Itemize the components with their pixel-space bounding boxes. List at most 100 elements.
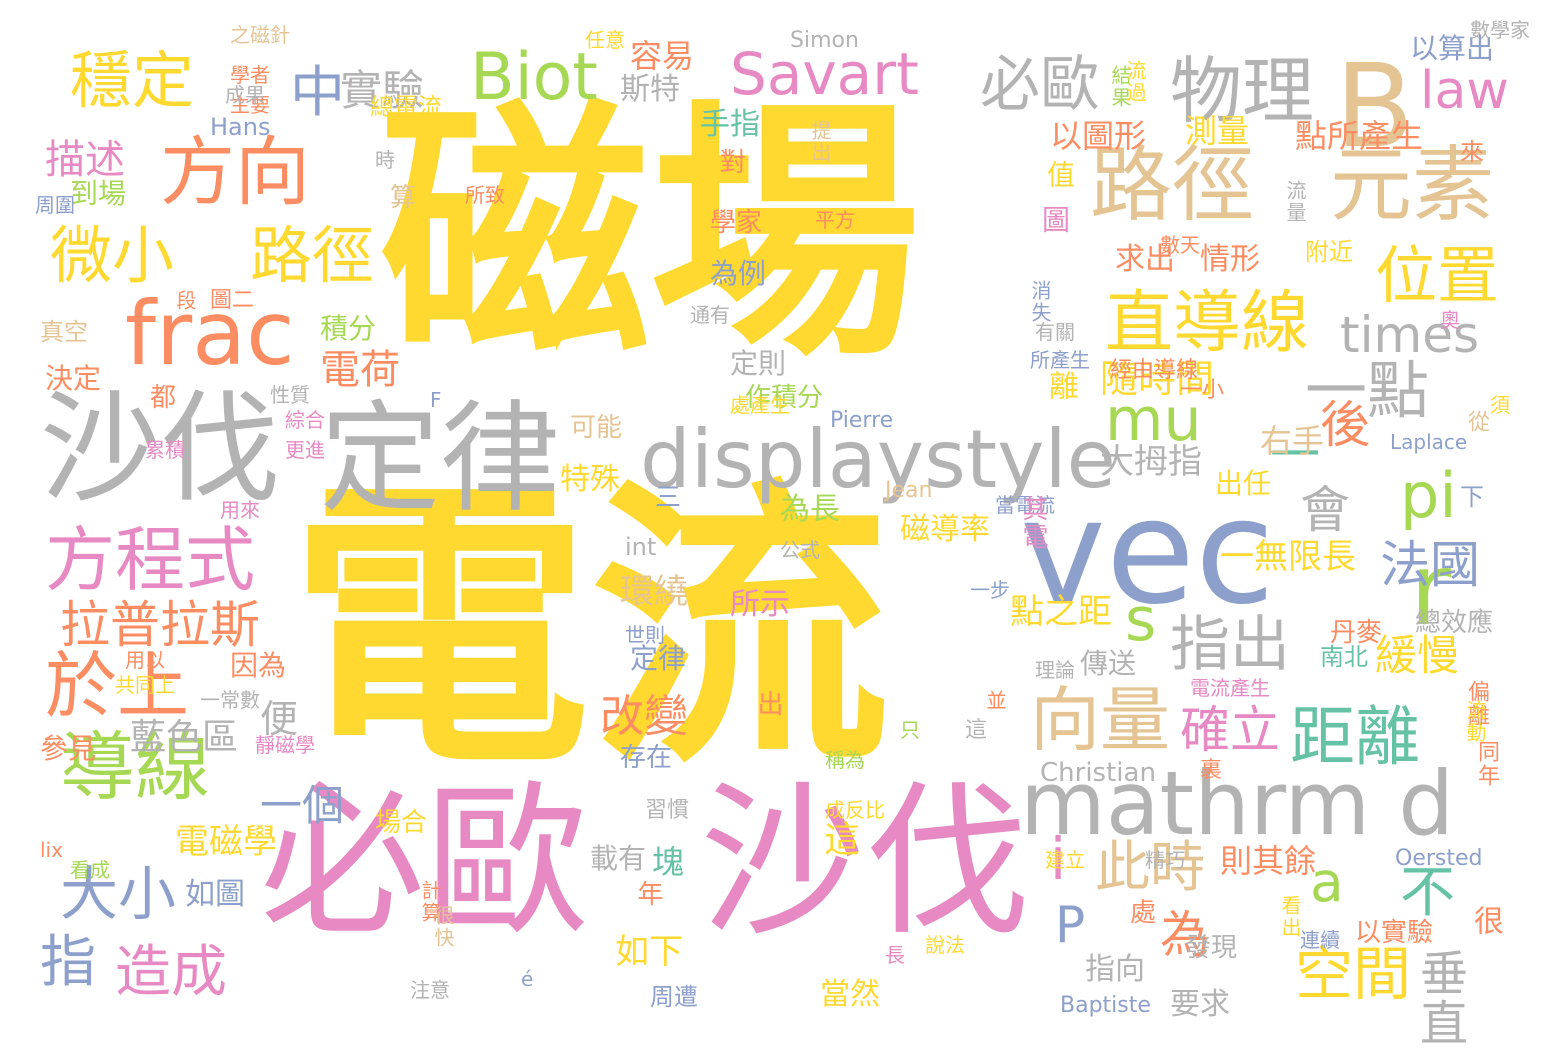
word-192: 說法	[925, 933, 965, 957]
word-23: 路徑	[250, 219, 375, 292]
word-167: 離	[1043, 370, 1078, 402]
word-137: 數天	[1160, 233, 1200, 257]
word-17: 中	[290, 60, 346, 124]
word-114: 很	[1468, 905, 1503, 937]
word-166: 經由導線	[1110, 358, 1199, 383]
word-81: 積分	[320, 312, 377, 345]
word-122: Pierre	[830, 408, 894, 433]
word-38: 會	[1300, 481, 1350, 539]
word-145: 學者	[230, 63, 270, 87]
word-164: 有關	[1035, 320, 1075, 344]
word-85: 學家	[710, 208, 763, 238]
word-173: 一常數	[200, 688, 260, 712]
word-179: 靜磁學	[255, 733, 315, 757]
word-181: 這	[965, 718, 988, 743]
word-111: 垂直	[1411, 948, 1467, 1048]
word-140: 對	[720, 148, 747, 178]
word-174: 世則	[625, 623, 665, 647]
word-76: 總電流	[370, 93, 442, 121]
word-165: 所產生	[1030, 348, 1090, 372]
word-102: 參見	[40, 732, 97, 765]
word-109: 指向	[1085, 952, 1145, 987]
word-135: 值	[1043, 160, 1076, 190]
word-195: 精巧	[1145, 848, 1185, 872]
word-88: 磁導率	[900, 512, 990, 547]
word-7: displaystyle	[640, 413, 1116, 506]
word-127: 數學家	[1470, 18, 1530, 42]
word-43: 一	[1270, 426, 1320, 484]
word-142: 流量	[1283, 180, 1307, 224]
word-186: 習慣	[645, 798, 690, 823]
word-8: mathrm d	[1020, 752, 1455, 855]
word-104: 載有	[590, 842, 647, 875]
word-200: 當電流	[995, 493, 1055, 517]
word-27: times	[1340, 306, 1480, 364]
word-133: 提出	[808, 120, 832, 164]
word-144: 主要	[230, 93, 270, 117]
word-1: 磁場	[380, 77, 920, 392]
word-154: 綜合	[285, 408, 325, 432]
word-48: a	[1310, 850, 1344, 914]
word-57: 緩慢	[1375, 631, 1460, 680]
word-139: 算	[390, 183, 417, 213]
word-120: int	[625, 533, 657, 561]
word-79: 以算出	[1410, 32, 1495, 65]
word-162: 須	[1490, 393, 1510, 417]
word-68: 測量	[1185, 112, 1250, 150]
word-149: 圖二	[210, 288, 255, 313]
word-22: 微小	[50, 219, 175, 292]
word-36: r	[1410, 531, 1452, 648]
word-160: 下	[1460, 483, 1484, 511]
word-28: 一點	[1305, 354, 1430, 427]
word-158: 三	[655, 483, 682, 513]
word-39: 法國	[1380, 536, 1480, 594]
word-59: 一個	[260, 781, 345, 830]
word-66: 大拇指	[1100, 442, 1202, 482]
word-32: 於上	[45, 644, 190, 728]
word-13: 物理	[1170, 49, 1315, 133]
word-47: i	[1050, 825, 1067, 893]
word-50: 為	[1160, 906, 1210, 964]
word-116: Baptiste	[1060, 993, 1151, 1018]
word-150: 段	[173, 290, 197, 312]
word-89: 點之距	[1010, 592, 1112, 632]
word-74: 斯特	[620, 72, 680, 107]
word-131: 任意	[585, 28, 625, 52]
word-107: 如下	[615, 932, 683, 972]
word-51: 空間	[1295, 940, 1412, 1008]
word-189: 計算	[418, 880, 442, 924]
word-199: 公式	[780, 538, 820, 562]
word-138: 附近	[1305, 238, 1353, 266]
word-147: 周圍	[35, 193, 75, 217]
word-25: mu	[1105, 385, 1202, 455]
word-121: Jean	[885, 478, 933, 503]
word-65: Oersted	[1395, 846, 1483, 871]
word-128: 結果	[1108, 65, 1132, 109]
word-136: 圖	[1038, 205, 1071, 235]
word-108: 當然	[820, 977, 880, 1012]
word-62: 電磁學	[175, 822, 277, 862]
word-9: 路徑	[1090, 138, 1255, 233]
word-58: 改變	[600, 691, 688, 742]
word-146: 成果	[225, 83, 265, 107]
word-171: 共同上	[115, 673, 175, 697]
word-188: 看成	[70, 858, 110, 882]
word-87: 特殊	[560, 462, 620, 497]
word-95: 丹麥	[1330, 618, 1383, 648]
word-185: 成反比	[825, 798, 885, 822]
word-180: 只	[900, 718, 920, 742]
word-42: 後	[1320, 396, 1370, 454]
word-0: 電流	[290, 455, 890, 804]
word-18: 實驗	[340, 66, 425, 115]
word-20: 方向	[160, 128, 311, 216]
word-44: 大小	[60, 860, 177, 928]
word-105: 這	[818, 820, 859, 858]
word-134: 來	[1460, 138, 1484, 166]
word-94: 傳送	[1080, 647, 1137, 680]
word-175: 理論	[1035, 658, 1075, 682]
word-156: 累積	[145, 438, 185, 462]
word-53: 此時	[1095, 835, 1206, 899]
word-84: 為例	[710, 257, 767, 290]
word-187: lix	[40, 838, 63, 862]
